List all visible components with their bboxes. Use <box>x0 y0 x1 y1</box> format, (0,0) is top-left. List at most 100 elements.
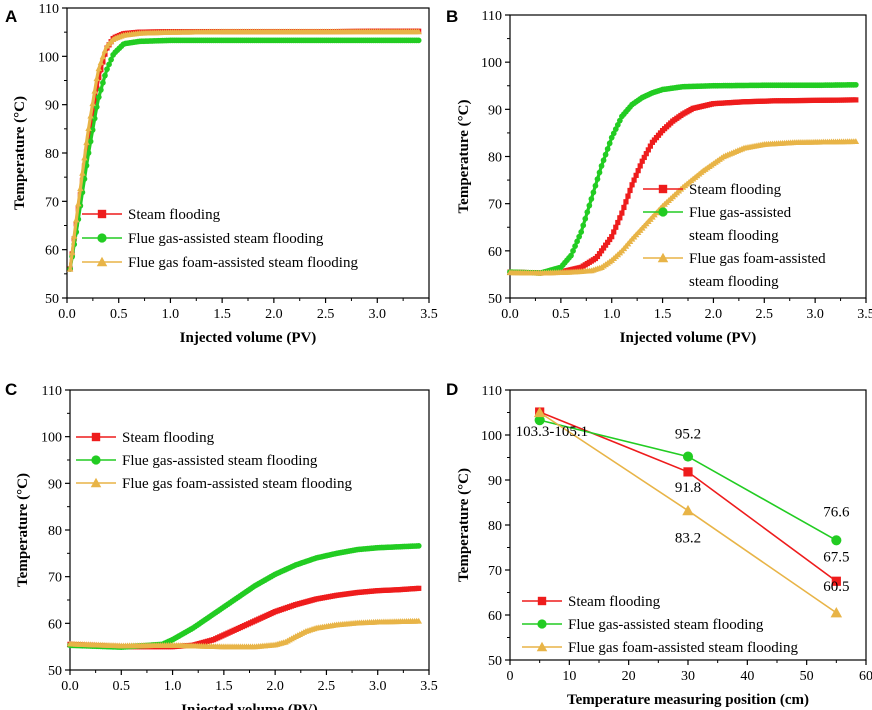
y-tick-label: 90 <box>48 477 62 492</box>
data-point <box>81 154 88 161</box>
legend-entry-label: Flue gas-assisted steam flooding <box>128 231 324 247</box>
y-tick-label: 110 <box>482 384 502 399</box>
x-tick-label: 0.0 <box>501 307 519 322</box>
data-point <box>631 177 637 183</box>
data-point <box>590 189 597 196</box>
data-point <box>85 125 92 131</box>
data-point <box>616 117 623 124</box>
data-point <box>73 216 80 223</box>
data-point <box>641 154 647 161</box>
data-point <box>588 196 595 202</box>
data-point <box>104 66 110 73</box>
data-point <box>598 248 605 254</box>
y-tick-label: 80 <box>488 151 502 166</box>
y-tick-label: 80 <box>45 147 59 162</box>
data-label: 95.2 <box>675 427 701 443</box>
data-point <box>95 65 103 72</box>
data-point <box>611 229 617 235</box>
x-tick-label: 1.0 <box>164 679 182 694</box>
data-point <box>602 151 609 158</box>
data-point <box>633 172 639 178</box>
y-tick-label: 90 <box>488 474 502 489</box>
data-point <box>607 236 613 243</box>
panel-letter-b: B <box>446 7 458 26</box>
data-point <box>629 182 635 188</box>
legend-marker <box>658 184 668 194</box>
data-point <box>99 53 107 60</box>
data-point <box>596 169 603 176</box>
y-tick-label: 110 <box>39 2 59 17</box>
data-point <box>643 151 649 157</box>
legend-entry-label: Steam flooding <box>122 430 215 446</box>
data-point <box>610 130 617 137</box>
x-tick-label: 0.5 <box>110 307 128 322</box>
data-point <box>101 47 109 54</box>
x-tick-label: 3.5 <box>420 679 438 694</box>
data-label: 83.2 <box>675 531 701 547</box>
x-axis-title-b: Injected volume (PV) <box>620 330 757 346</box>
series-foam-b <box>506 138 860 276</box>
data-point <box>612 126 619 133</box>
y-tick-label: 90 <box>488 103 502 118</box>
data-point <box>647 143 653 149</box>
data-point <box>83 139 90 146</box>
data-point <box>596 251 603 257</box>
y-tick-label: 70 <box>488 198 502 213</box>
data-point <box>68 249 76 256</box>
data-point <box>623 199 629 205</box>
panel-letter-c: C <box>5 380 17 399</box>
y-tick-label: 110 <box>482 9 502 24</box>
y-tick-label: 110 <box>42 384 62 399</box>
y-tick-label: 50 <box>488 654 502 669</box>
data-point <box>66 265 74 272</box>
x-tick-label: 2.0 <box>705 307 723 322</box>
y-axis-title-b: Temperature (°C) <box>456 100 472 214</box>
data-label: 103.3-105.1 <box>516 424 589 440</box>
y-tick-label: 50 <box>45 292 59 307</box>
x-tick-label: 30 <box>681 669 695 684</box>
legend-marker <box>537 596 547 606</box>
legend-entry-label: Flue gas-assisted <box>689 205 792 221</box>
x-tick-label: 0.5 <box>552 307 570 322</box>
x-tick-label: 1.5 <box>215 679 233 694</box>
data-point <box>603 242 609 248</box>
x-tick-label: 0.5 <box>113 679 131 694</box>
y-tick-label: 50 <box>488 292 502 307</box>
legend-entry-label: Flue gas-assisted steam flooding <box>122 453 318 469</box>
legend-marker <box>96 256 108 267</box>
data-point <box>70 232 78 239</box>
x-tick-label: 0 <box>507 669 514 684</box>
data-point <box>108 56 114 63</box>
legend-entry-label: Flue gas foam-assisted steam flooding <box>122 476 352 492</box>
data-point <box>683 467 693 477</box>
data-label: 91.8 <box>675 480 701 496</box>
legend-b: Steam flooding Flue gas-assisted steam flo… <box>643 182 826 290</box>
y-tick-label: 80 <box>48 524 62 539</box>
x-tick-label: 60 <box>859 669 872 684</box>
x-tick-label: 20 <box>622 669 636 684</box>
data-point <box>682 451 694 462</box>
x-tick-label: 0.0 <box>61 679 79 694</box>
series-line <box>70 544 419 649</box>
legend-marker <box>91 432 101 442</box>
data-point <box>613 224 619 230</box>
legend-marker <box>91 455 101 465</box>
data-point <box>605 239 611 245</box>
data-point <box>578 229 585 235</box>
legend-c: Steam flooding Flue gas-assisted steam fl… <box>76 430 352 492</box>
y-tick-label: 70 <box>488 564 502 579</box>
data-point <box>853 97 859 103</box>
legend-marker <box>90 477 102 488</box>
legend-entry-label: steam flooding <box>689 228 779 244</box>
data-point <box>615 219 621 226</box>
x-axis-title-a: Injected volume (PV) <box>180 330 317 346</box>
data-point <box>533 406 546 418</box>
x-tick-label: 10 <box>562 669 576 684</box>
x-tick-label: 3.5 <box>420 307 438 322</box>
legend-entry-label: Steam flooding <box>568 594 661 610</box>
data-point <box>594 253 601 260</box>
data-point <box>639 158 645 164</box>
data-point <box>580 222 587 229</box>
data-point <box>572 243 578 249</box>
chart-panel-a: A 0.0 0.5 1.0 1.5 2.0 2.5 3.0 3.5 50 60 70 80 90 100 11… <box>5 2 438 346</box>
